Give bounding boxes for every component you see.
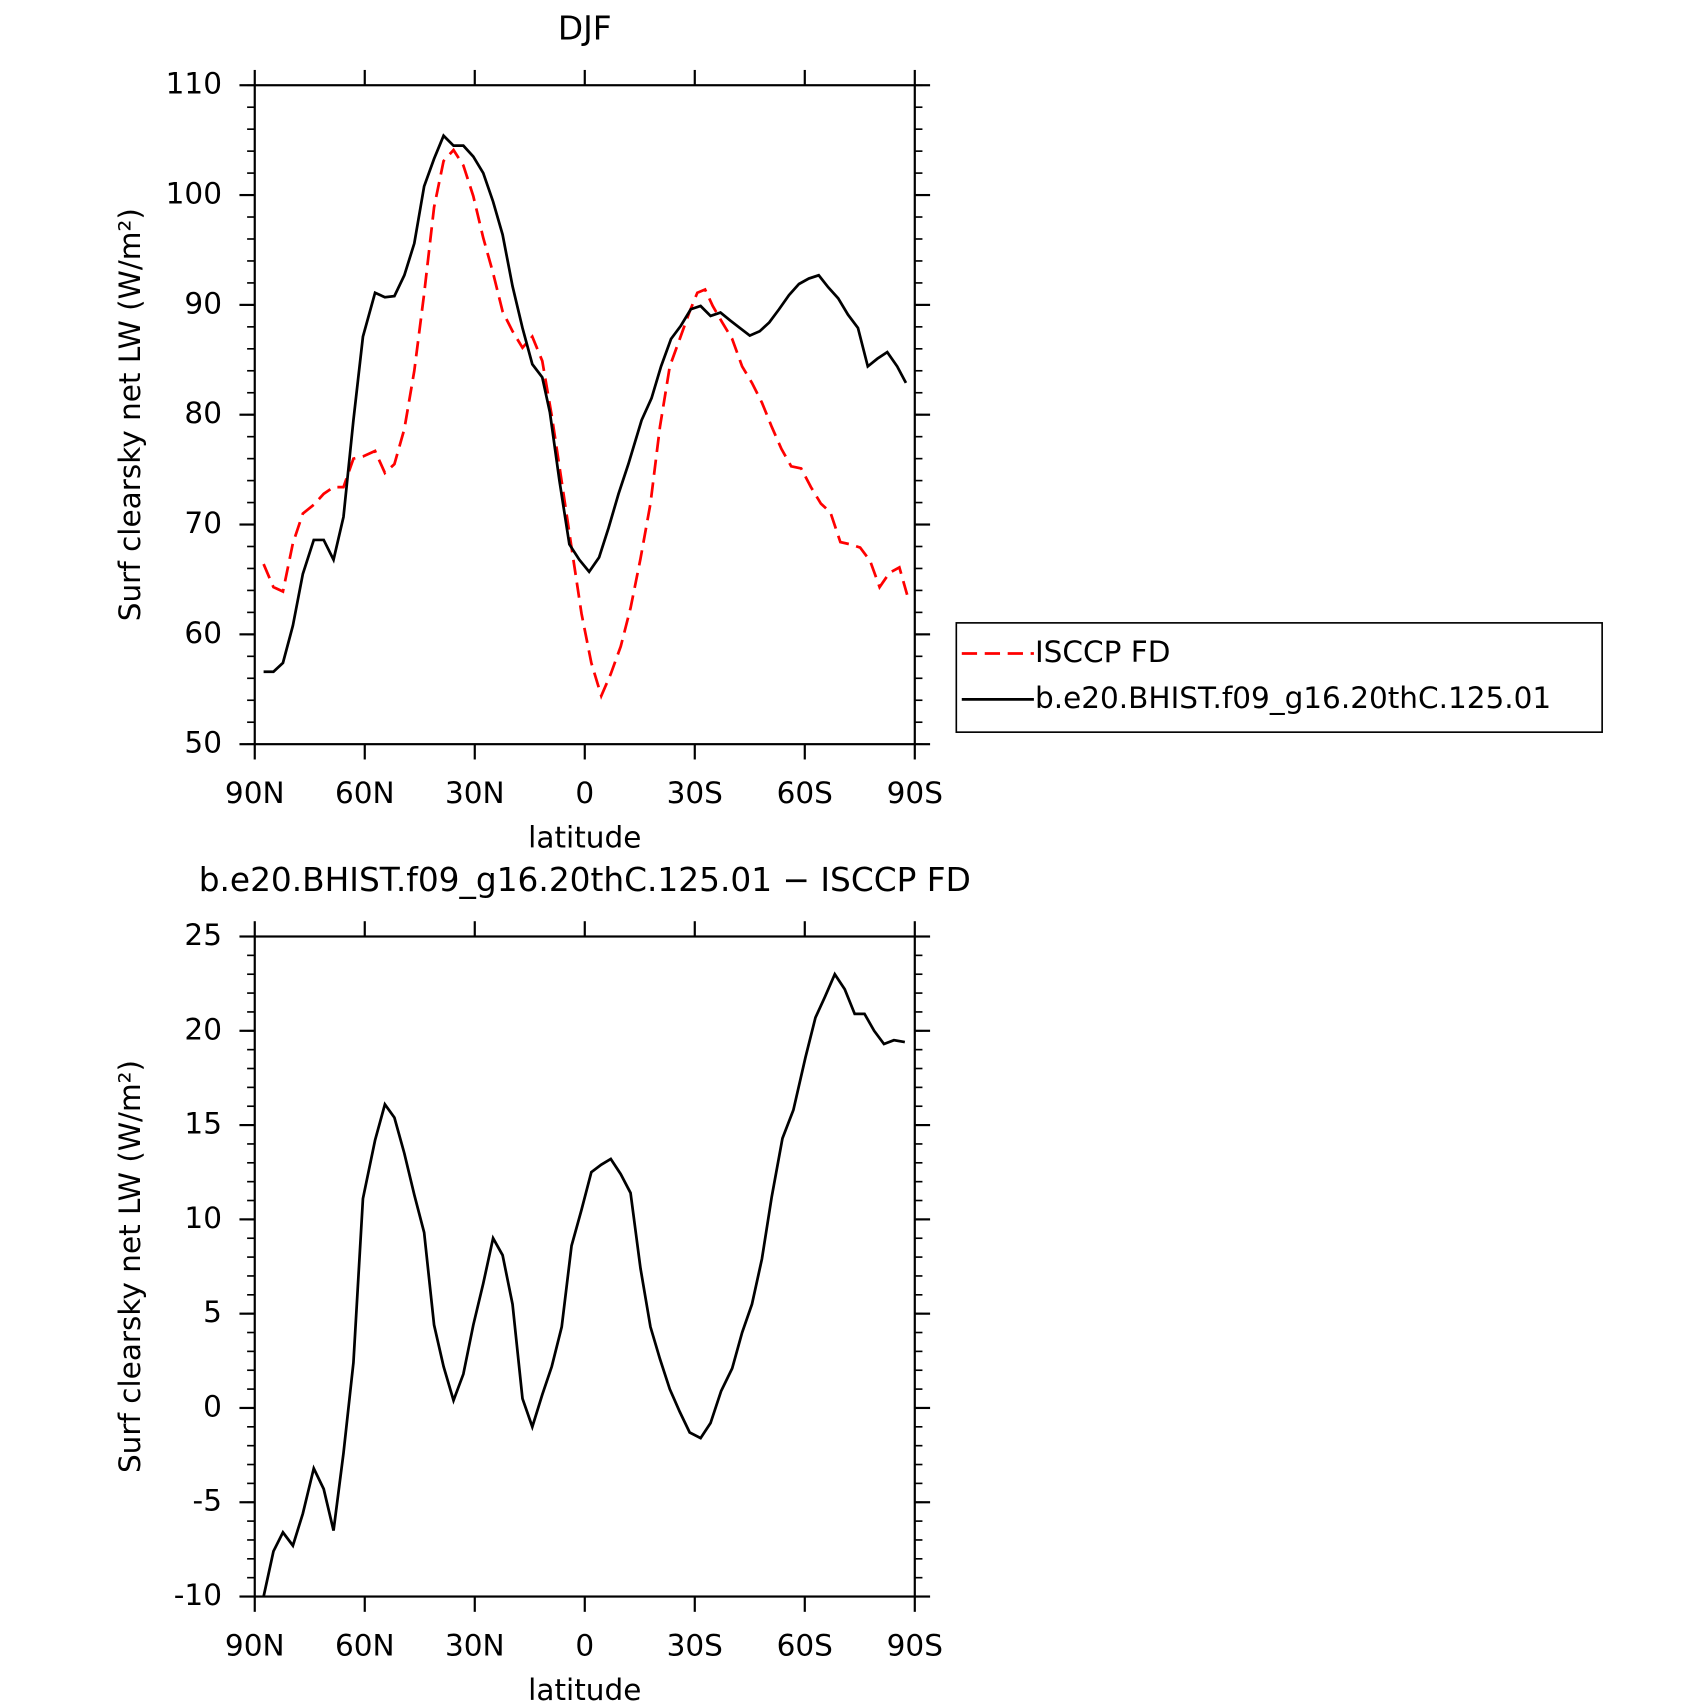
data-line [262, 147, 909, 700]
y-axis-label: Surf clearsky net LW (W/m²) [113, 1060, 147, 1473]
y-tick-label: 70 [184, 506, 222, 540]
plot-frame [253, 84, 916, 746]
y-tick-label: 100 [166, 177, 222, 211]
y-axis-label: Surf clearsky net LW (W/m²) [113, 208, 147, 621]
x-axis-label: latitude [528, 1673, 641, 1707]
x-tick-label: 30S [667, 1628, 723, 1662]
x-axis-label: latitude [528, 821, 641, 855]
y-tick-label: 0 [203, 1389, 222, 1423]
chart-title: DJF [558, 10, 612, 48]
chart-title: b.e20.BHIST.f09_g16.20thC.125.01 − ISCCP… [199, 861, 971, 899]
y-tick-label: 50 [184, 726, 222, 760]
x-tick-label: 90S [887, 1628, 943, 1662]
y-tick-label: 110 [166, 67, 222, 101]
legend-label: ISCCP FD [1035, 635, 1170, 669]
x-tick-label: 60S [777, 776, 833, 810]
x-tick-label: 60S [777, 1628, 833, 1662]
y-tick-label: 15 [184, 1107, 222, 1141]
x-tick-label: 0 [575, 1628, 594, 1662]
y-tick-label: 90 [184, 286, 222, 320]
x-tick-label: 90N [225, 1628, 285, 1662]
y-tick-label: 10 [184, 1201, 222, 1235]
x-tick-label: 0 [575, 776, 594, 810]
y-tick-label: 25 [184, 918, 222, 952]
x-tick-label: 30N [445, 776, 505, 810]
y-tick-label: 5 [203, 1295, 222, 1329]
x-tick-label: 90N [225, 776, 285, 810]
y-tick-label: 80 [184, 396, 222, 430]
x-tick-label: 90S [887, 776, 943, 810]
data-line [262, 971, 906, 1597]
y-tick-label: -10 [174, 1578, 222, 1612]
y-tick-label: 60 [184, 616, 222, 650]
data-line [263, 133, 908, 674]
plot-frame [253, 935, 916, 1598]
y-tick-label: -5 [193, 1484, 222, 1518]
x-tick-label: 60N [335, 1628, 395, 1662]
x-tick-label: 30S [667, 776, 723, 810]
legend-box [955, 622, 1603, 733]
x-tick-label: 60N [335, 776, 395, 810]
y-tick-label: 20 [184, 1012, 222, 1046]
legend-label: b.e20.BHIST.f09_g16.20thC.125.01 [1035, 681, 1551, 715]
x-tick-label: 30N [445, 1628, 505, 1662]
